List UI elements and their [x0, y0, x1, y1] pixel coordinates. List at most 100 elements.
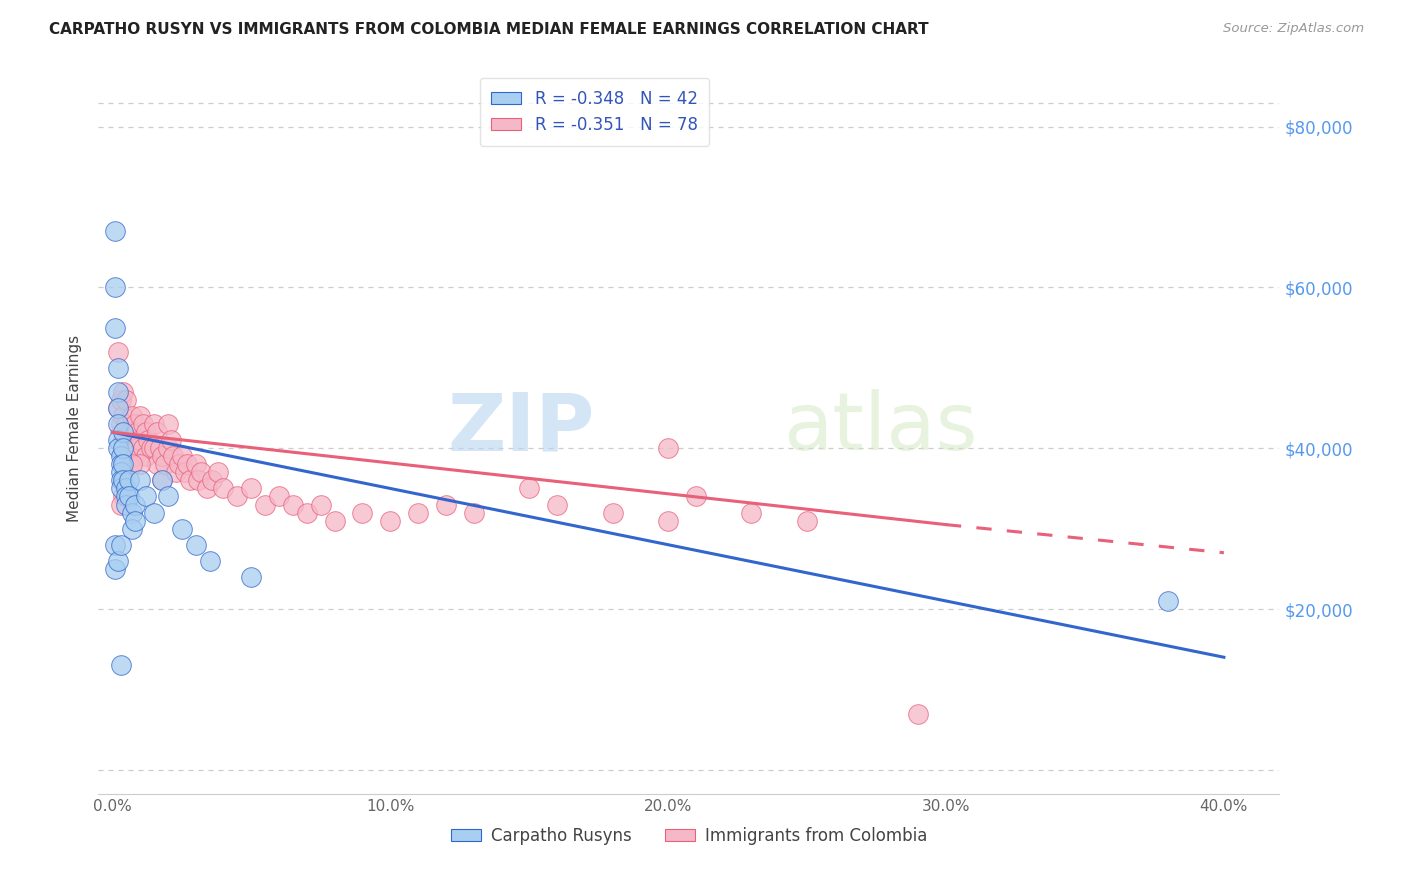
- Point: [127, 442, 149, 456]
- Point: [148, 442, 170, 456]
- Point: [685, 490, 707, 504]
- Point: [162, 450, 184, 464]
- Point: [112, 425, 135, 440]
- Point: [546, 498, 568, 512]
- Point: [153, 458, 176, 472]
- Legend: Carpatho Rusyns, Immigrants from Colombia: Carpatho Rusyns, Immigrants from Colombi…: [444, 820, 934, 851]
- Point: [110, 466, 132, 480]
- Text: CARPATHO RUSYN VS IMMIGRANTS FROM COLOMBIA MEDIAN FEMALE EARNINGS CORRELATION CH: CARPATHO RUSYN VS IMMIGRANTS FROM COLOMB…: [49, 22, 929, 37]
- Text: atlas: atlas: [783, 389, 977, 467]
- Point: [190, 466, 212, 480]
- Point: [132, 442, 155, 456]
- Point: [434, 498, 457, 512]
- Point: [295, 506, 318, 520]
- Point: [138, 434, 160, 448]
- Point: [124, 450, 146, 464]
- Text: ZIP: ZIP: [447, 389, 595, 467]
- Point: [118, 474, 141, 488]
- Point: [173, 466, 195, 480]
- Point: [121, 425, 143, 440]
- Point: [115, 392, 138, 407]
- Point: [657, 442, 679, 456]
- Point: [170, 522, 193, 536]
- Point: [176, 458, 198, 472]
- Point: [195, 482, 218, 496]
- Point: [267, 490, 290, 504]
- Point: [107, 384, 129, 399]
- Point: [135, 425, 157, 440]
- Point: [118, 442, 141, 456]
- Point: [110, 450, 132, 464]
- Point: [352, 506, 374, 520]
- Point: [124, 434, 146, 448]
- Point: [118, 490, 141, 504]
- Point: [309, 498, 332, 512]
- Point: [107, 401, 129, 415]
- Point: [124, 417, 146, 431]
- Point: [167, 458, 190, 472]
- Point: [907, 706, 929, 721]
- Point: [104, 562, 127, 576]
- Point: [112, 434, 135, 448]
- Point: [115, 482, 138, 496]
- Point: [118, 425, 141, 440]
- Point: [110, 498, 132, 512]
- Point: [129, 434, 152, 448]
- Point: [129, 458, 152, 472]
- Point: [129, 409, 152, 423]
- Point: [124, 498, 146, 512]
- Point: [104, 320, 127, 334]
- Point: [184, 458, 207, 472]
- Point: [112, 458, 135, 472]
- Point: [110, 538, 132, 552]
- Point: [121, 522, 143, 536]
- Point: [127, 425, 149, 440]
- Point: [107, 554, 129, 568]
- Point: [240, 570, 263, 584]
- Point: [170, 450, 193, 464]
- Point: [121, 506, 143, 520]
- Point: [112, 442, 135, 456]
- Point: [124, 514, 146, 528]
- Point: [207, 466, 229, 480]
- Point: [115, 498, 138, 512]
- Point: [150, 474, 173, 488]
- Point: [156, 417, 179, 431]
- Point: [141, 442, 163, 456]
- Point: [602, 506, 624, 520]
- Point: [132, 417, 155, 431]
- Point: [112, 490, 135, 504]
- Point: [107, 417, 129, 431]
- Point: [165, 466, 187, 480]
- Point: [121, 409, 143, 423]
- Y-axis label: Median Female Earnings: Median Female Earnings: [67, 334, 83, 522]
- Point: [135, 490, 157, 504]
- Point: [146, 425, 169, 440]
- Point: [110, 482, 132, 496]
- Point: [159, 434, 181, 448]
- Point: [107, 401, 129, 415]
- Point: [112, 384, 135, 399]
- Point: [187, 474, 209, 488]
- Point: [380, 514, 402, 528]
- Point: [104, 224, 127, 238]
- Point: [150, 450, 173, 464]
- Point: [143, 506, 166, 520]
- Point: [281, 498, 304, 512]
- Point: [463, 506, 485, 520]
- Point: [115, 417, 138, 431]
- Point: [740, 506, 762, 520]
- Point: [112, 409, 135, 423]
- Point: [135, 450, 157, 464]
- Point: [323, 514, 346, 528]
- Point: [129, 474, 152, 488]
- Point: [104, 538, 127, 552]
- Point: [226, 490, 249, 504]
- Point: [112, 474, 135, 488]
- Point: [110, 417, 132, 431]
- Point: [110, 474, 132, 488]
- Point: [143, 442, 166, 456]
- Point: [146, 458, 169, 472]
- Point: [240, 482, 263, 496]
- Text: Source: ZipAtlas.com: Source: ZipAtlas.com: [1223, 22, 1364, 36]
